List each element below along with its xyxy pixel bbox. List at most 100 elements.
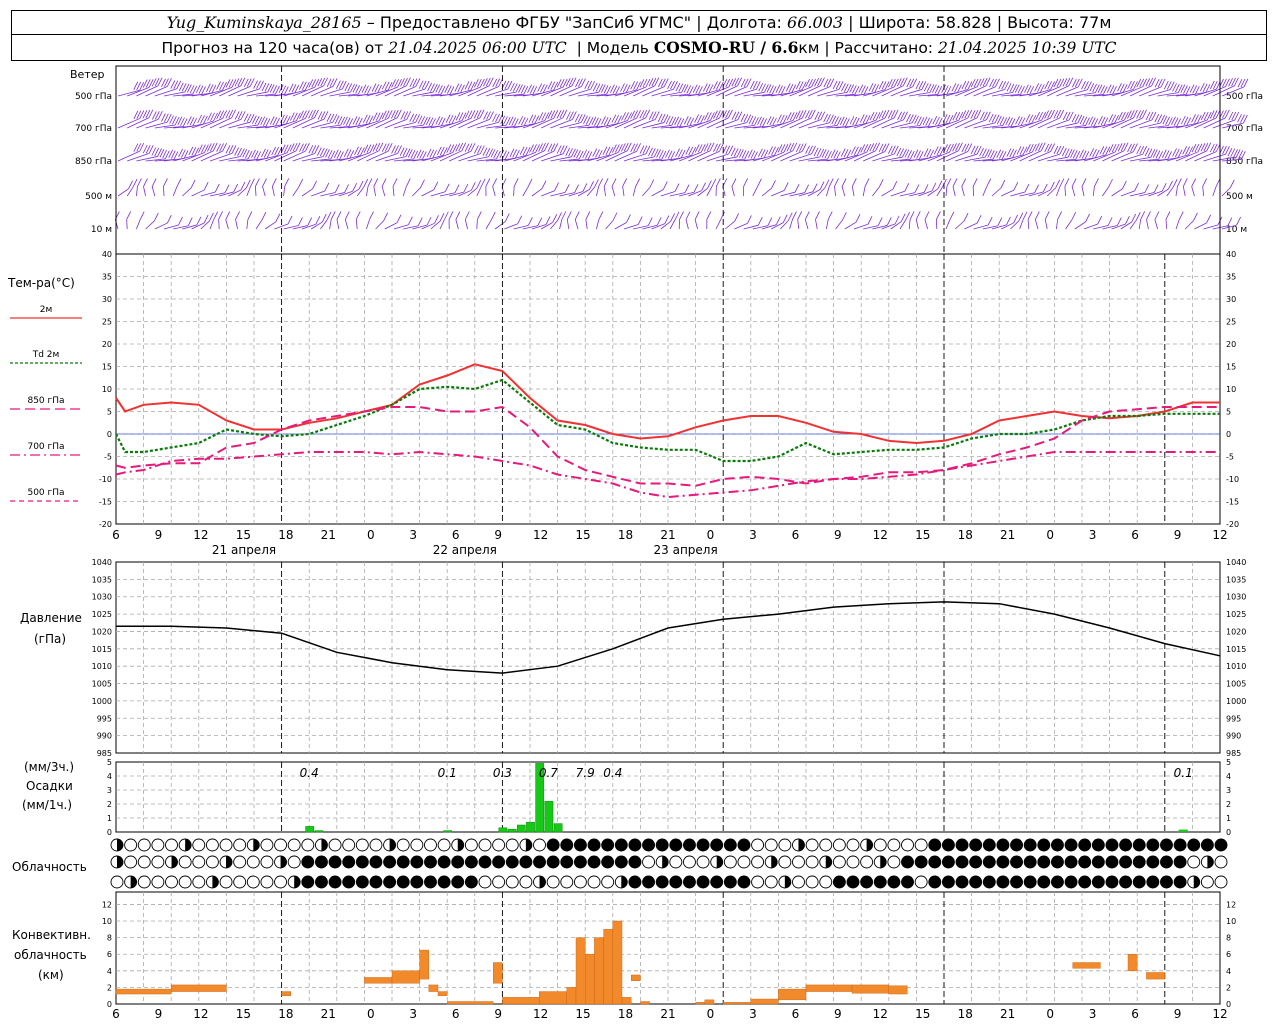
wind-barb xyxy=(504,223,518,230)
wind-barb-flag xyxy=(1035,111,1040,121)
wind-barb-flag xyxy=(1065,111,1071,121)
cloud-cover-symbol xyxy=(260,838,274,852)
wind-barb-flag xyxy=(1124,111,1129,121)
wind-barb xyxy=(890,221,902,230)
wind-barb-flag xyxy=(884,81,890,90)
wind-barb xyxy=(780,117,803,129)
wind-barb xyxy=(669,154,692,162)
cloud-cover-symbol xyxy=(178,875,192,889)
wind-barb-flag xyxy=(407,149,413,158)
wind-barb xyxy=(991,157,1013,162)
wind-barb-flag xyxy=(285,115,291,125)
wind-barb-flag xyxy=(792,112,798,121)
wind-barb-flag xyxy=(537,83,543,92)
wind-barb-flag xyxy=(1085,117,1090,126)
wind-barb-flag xyxy=(550,143,556,152)
wind-barb-flag xyxy=(1139,78,1145,88)
wind-barb-flag xyxy=(429,149,435,158)
wind-barb xyxy=(587,93,607,97)
wind-barb xyxy=(136,156,158,162)
wind-barb-flag xyxy=(394,145,399,154)
cloud-cover-symbol xyxy=(914,855,928,869)
wind-barb-flag xyxy=(278,84,284,93)
wind-barb-flag xyxy=(153,212,159,222)
wind-barb xyxy=(366,219,370,230)
wind-barb xyxy=(163,224,179,230)
wind-barb xyxy=(412,187,421,197)
conv-cloud-bar xyxy=(888,985,908,995)
wind-barb xyxy=(826,92,848,97)
x-tick-label: 21 xyxy=(1000,1007,1015,1021)
wind-barb xyxy=(301,85,324,97)
cloud-cover-symbol xyxy=(751,838,765,852)
wind-barb-flag xyxy=(152,111,157,120)
y-tick-label-right: 25 xyxy=(1226,318,1236,327)
wind-barb-flag xyxy=(594,117,599,126)
wind-barb-flag xyxy=(189,85,195,94)
cloud-cover-symbol xyxy=(546,838,560,852)
wind-barb xyxy=(1028,151,1051,162)
wind-barb-flag xyxy=(657,113,663,123)
cloud-cover-symbol xyxy=(519,875,533,889)
wind-barb-flag xyxy=(1122,84,1128,93)
wind-barb-flag xyxy=(713,110,718,119)
wind-barb-flag xyxy=(707,180,712,189)
wind-barb-flag xyxy=(821,149,827,158)
wind-barb-flag xyxy=(817,77,822,87)
wind-barb xyxy=(577,91,599,97)
wind-barb-flag xyxy=(352,183,358,192)
wind-barb-flag xyxy=(1044,80,1050,90)
cloud-cover-symbol xyxy=(996,855,1010,869)
wind-barb-flag xyxy=(713,143,718,152)
wind-barb-flag xyxy=(256,151,262,160)
wind-barb xyxy=(559,122,582,129)
wind-barb-flag xyxy=(504,213,510,222)
wind-barb xyxy=(1146,219,1149,230)
wind-level-label: 850 гПа xyxy=(75,157,112,167)
cloud-cover-symbol xyxy=(1173,855,1187,869)
wind-barb-flag xyxy=(542,84,548,94)
cloud-cover-symbol xyxy=(628,838,642,852)
wind-barb xyxy=(964,85,987,97)
legend-label: 700 гПа xyxy=(27,442,64,452)
precip-bar xyxy=(314,830,324,833)
x-tick-label: 15 xyxy=(236,528,251,542)
wind-barb xyxy=(954,220,965,230)
wind-barb-flag xyxy=(611,178,617,187)
wind-barb-flag xyxy=(658,150,664,159)
wind-barb xyxy=(844,123,867,129)
wind-barb-flag xyxy=(955,112,961,121)
y-tick-label-right: 1 xyxy=(1226,814,1231,823)
wind-barb-flag xyxy=(373,178,379,187)
wind-barb-flag xyxy=(605,146,611,156)
wind-barb xyxy=(918,154,941,162)
wind-barb xyxy=(476,122,499,129)
wind-barb xyxy=(301,188,313,197)
wind-barb-flag xyxy=(262,117,268,126)
wind-barb-flag xyxy=(452,144,458,153)
wind-barb-flag xyxy=(1084,81,1089,90)
cloud-cover-symbol xyxy=(233,855,247,869)
wind-barb xyxy=(522,186,529,197)
wind-barb-flag xyxy=(355,85,360,94)
wind-barb-flag xyxy=(464,81,470,90)
wind-barb xyxy=(826,186,830,197)
wind-barb xyxy=(706,153,729,162)
wind-barb-flag xyxy=(399,147,405,156)
wind-barb-flag xyxy=(528,217,533,226)
cloud-cover-symbol xyxy=(1050,838,1064,852)
wind-barb-flag xyxy=(623,142,629,152)
longitude-value: 66.003 xyxy=(787,13,843,32)
cloud-cover-symbol xyxy=(737,838,751,852)
y-tick-label-left: 1010 xyxy=(92,662,112,671)
wind-barb xyxy=(991,224,1007,230)
wind-barb xyxy=(715,219,721,230)
wind-barb-flag xyxy=(648,111,654,120)
cloud-cover-symbol xyxy=(383,855,397,869)
wind-barb-flag xyxy=(357,117,363,127)
wind-barb xyxy=(685,219,689,230)
cloud-cover-symbol xyxy=(723,855,737,869)
wind-barb-flag xyxy=(731,111,737,120)
wind-barb-flag xyxy=(1225,78,1230,87)
wind-barb xyxy=(373,186,376,197)
